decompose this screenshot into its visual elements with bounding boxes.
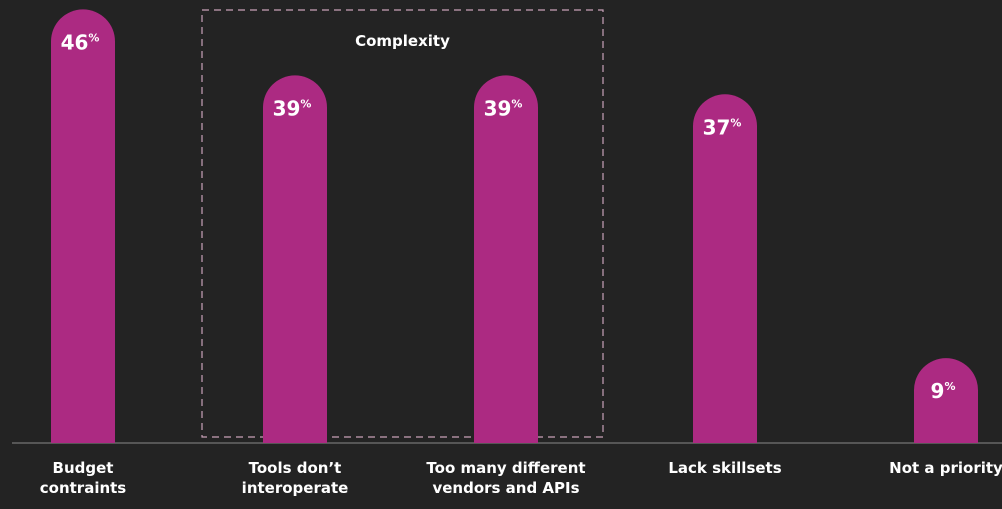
bar: [51, 9, 115, 443]
bar: [263, 75, 327, 443]
x-tick-label: Not a priority: [889, 459, 1002, 477]
bar: [474, 75, 538, 443]
x-tick-label: Budget contraints: [39, 459, 127, 497]
x-tick-label: Lack skillsets: [668, 459, 782, 477]
value-number: 39: [273, 96, 301, 120]
bar: [914, 358, 978, 443]
value-unit: %: [511, 97, 522, 110]
annotation-label: Complexity: [355, 32, 450, 50]
value-label: 39%: [273, 96, 312, 120]
value-label: 39%: [484, 96, 523, 120]
x-tick-label: Tools don’t interoperate: [241, 459, 349, 497]
value-label: 46%: [61, 30, 100, 54]
value-number: 9: [931, 379, 945, 403]
value-unit: %: [88, 31, 99, 44]
value-number: 46: [61, 30, 89, 54]
value-label: 37%: [703, 115, 742, 139]
value-unit: %: [300, 97, 311, 110]
x-tick-label: Too many different vendors and APIs: [426, 459, 586, 497]
value-unit: %: [730, 116, 741, 129]
bar: [693, 94, 757, 444]
value-unit: %: [944, 380, 955, 393]
value-label: 9%: [931, 379, 956, 403]
annotation-box: [201, 9, 604, 438]
value-number: 39: [484, 96, 512, 120]
value-number: 37: [703, 115, 731, 139]
